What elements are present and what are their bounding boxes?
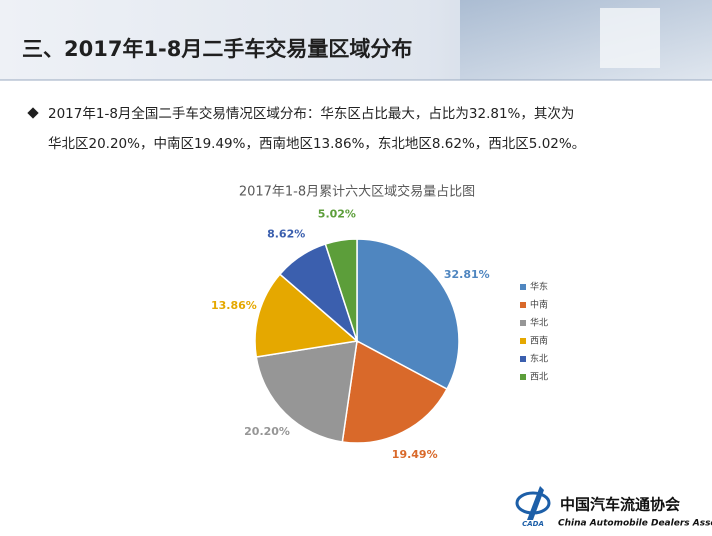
legend-label: 华北 [530, 317, 548, 329]
legend-label: 西南 [530, 335, 548, 347]
data-label: 13.86% [211, 299, 257, 312]
pie-slice [356, 238, 460, 391]
legend-swatch [520, 320, 526, 326]
chart-title: 2017年1-8月累计六大区域交易量占比图 [239, 184, 475, 200]
logo-abbr: CADA [522, 520, 544, 528]
legend-swatch [520, 374, 526, 380]
data-label: 32.81% [444, 268, 490, 281]
data-label: 19.49% [392, 448, 438, 461]
legend-label: 华东 [530, 281, 548, 293]
data-label: 8.62% [267, 227, 305, 240]
header-image [460, 0, 712, 80]
logo-stroke [527, 486, 544, 520]
logo-name: 中国汽车流通协会 [560, 496, 680, 514]
slide-title: 三、2017年1-8月二手车交易量区域分布 [22, 37, 412, 61]
pie-slice [255, 340, 358, 443]
legend-label: 中南 [530, 299, 548, 311]
bullet-text: 2017年1-8月全国二手车交易情况区域分布：华东区占比最大，占比为32.81%… [48, 105, 574, 122]
logo-english: China Automobile Dealers Association [558, 519, 712, 529]
legend-label: 东北 [530, 353, 548, 365]
legend-swatch [520, 356, 526, 362]
pie-slice [324, 238, 358, 342]
header-cube [600, 8, 660, 68]
pie-slice [254, 273, 359, 358]
legend-swatch [520, 284, 526, 290]
pie-slice [341, 339, 448, 444]
bullet-icon [27, 107, 39, 119]
data-label: 5.02% [318, 208, 356, 221]
bullet-text: 华北区20.20%，中南区19.49%，西南地区13.86%，东北地区8.62%… [48, 136, 585, 152]
logo: CADA 中国汽车流通协会 China Automobile Dealers A… [515, 486, 712, 529]
legend-label: 西北 [530, 372, 548, 383]
legend-swatch [520, 302, 526, 308]
data-label: 20.20% [244, 425, 290, 438]
legend-swatch [520, 338, 526, 344]
